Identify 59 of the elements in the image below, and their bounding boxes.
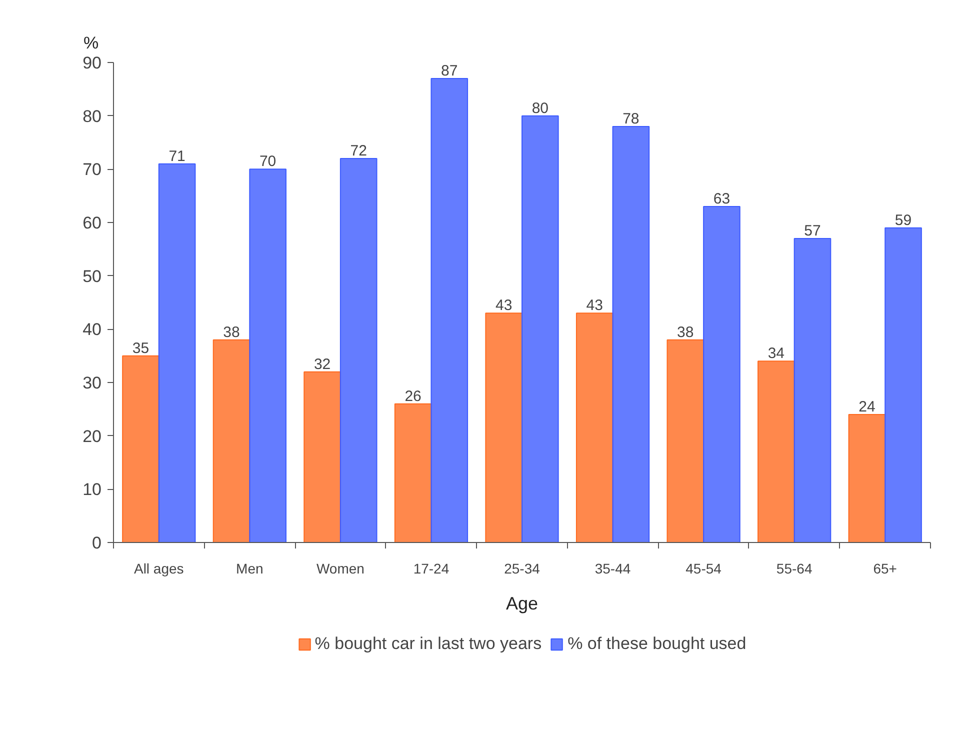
y-tick-label: 30	[82, 374, 102, 392]
y-tick-label: 20	[82, 426, 102, 446]
data-label: 43	[496, 297, 512, 314]
bar	[485, 312, 522, 542]
bar	[394, 403, 432, 542]
bar	[522, 115, 559, 542]
bar	[576, 312, 614, 542]
bar	[249, 168, 286, 542]
bar	[703, 206, 740, 542]
y-tick-label: 0	[92, 534, 102, 552]
y-tick-label: 40	[82, 320, 102, 340]
y-tick-label: 50	[82, 266, 102, 286]
legend-label: % of these bought used	[568, 634, 746, 654]
bar	[158, 163, 196, 542]
bar	[848, 414, 886, 542]
bar	[212, 339, 250, 542]
x-tick-label: 55-64	[776, 560, 812, 576]
data-label: 38	[677, 324, 694, 341]
data-label: 59	[894, 212, 912, 229]
data-label: 24	[858, 398, 876, 416]
y-tick-label: 10	[82, 480, 102, 500]
data-label: 63	[713, 190, 730, 208]
x-axis-title: Age	[506, 594, 538, 614]
data-label: 34	[768, 345, 785, 362]
x-tick-label: Men	[236, 560, 264, 576]
bar	[794, 238, 832, 542]
x-tick-label: 25-34	[504, 560, 540, 576]
bar	[430, 78, 468, 542]
x-tick-label: Women	[316, 560, 364, 576]
data-label: 43	[586, 297, 603, 314]
y-axis-title: %	[84, 34, 99, 52]
data-label: 57	[804, 222, 821, 240]
data-label: 78	[622, 110, 640, 128]
x-tick-label: All ages	[134, 560, 184, 576]
data-label: 87	[441, 62, 458, 80]
bar	[666, 339, 704, 542]
data-label: 26	[404, 388, 422, 405]
data-label: 71	[168, 148, 186, 165]
data-label: 72	[350, 142, 367, 160]
bar	[340, 158, 378, 542]
bar	[758, 360, 795, 542]
bar	[884, 227, 922, 542]
data-label: 32	[314, 356, 331, 373]
data-label: 35	[132, 340, 150, 357]
y-tick-label: 90	[82, 54, 102, 72]
x-tick-label: 35-44	[594, 560, 631, 576]
data-label: 70	[259, 153, 276, 170]
x-tick-label: 17-24	[413, 560, 450, 576]
y-tick-label: 70	[82, 160, 102, 180]
y-tick-label: 80	[82, 106, 102, 126]
data-label: 80	[532, 100, 548, 117]
x-tick-label: 65+	[873, 560, 897, 576]
bar	[304, 371, 341, 542]
bar	[612, 126, 650, 542]
legend-label: % bought car in last two years	[314, 634, 542, 654]
x-tick-label: 45-54	[686, 560, 722, 576]
data-label: 38	[223, 324, 240, 341]
y-tick-label: 60	[82, 214, 102, 232]
bar	[122, 355, 160, 542]
